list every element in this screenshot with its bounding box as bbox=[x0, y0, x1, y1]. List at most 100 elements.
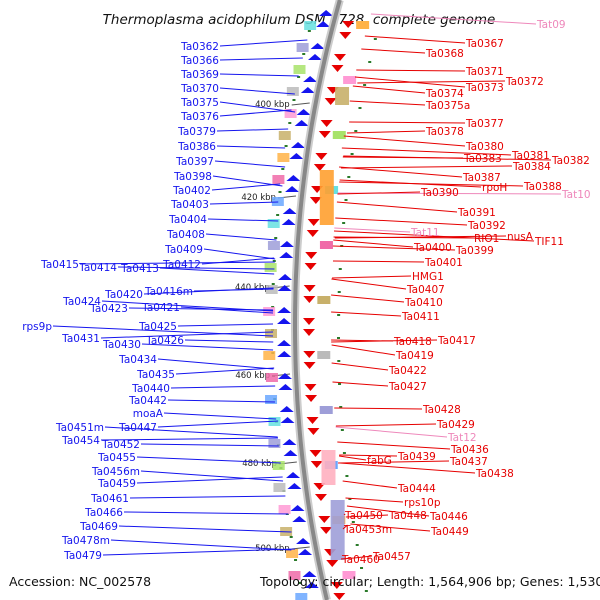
forward-gene-label: Ta0376 bbox=[180, 111, 219, 123]
forward-gene-glyph bbox=[292, 516, 307, 522]
reverse-gene-label: Ta0391 bbox=[457, 207, 496, 219]
forward-gene-label: Ta0424 bbox=[62, 296, 101, 308]
leader-line bbox=[338, 460, 450, 464]
position-dot bbox=[355, 544, 359, 546]
position-dot bbox=[348, 498, 352, 500]
cog-block bbox=[278, 505, 291, 514]
map-title: Thermoplasma acidophilum DSM 1728, compl… bbox=[103, 12, 496, 28]
leader-line bbox=[100, 437, 278, 441]
reverse-gene-label: Ta0448 bbox=[388, 510, 427, 522]
cog-block bbox=[330, 500, 345, 560]
reverse-gene-label: Ta0427 bbox=[388, 381, 427, 393]
reverse-gene-label: Ta0411 bbox=[401, 311, 440, 323]
forward-gene-label: Ta0423 bbox=[89, 303, 128, 315]
forward-gene-label: Ta0415 bbox=[40, 259, 79, 271]
reverse-gene-label: Ta0367 bbox=[465, 38, 504, 50]
trna-gene-label: Tat10 bbox=[561, 189, 591, 201]
leader-line bbox=[193, 288, 274, 292]
reverse-gene-glyph bbox=[303, 296, 316, 303]
cog-block bbox=[319, 170, 334, 225]
forward-gene-label: Ta0375 bbox=[180, 97, 219, 109]
forward-gene-glyph bbox=[285, 186, 300, 192]
position-dot bbox=[337, 337, 341, 339]
forward-gene-label: Ta0366 bbox=[180, 55, 219, 67]
leader-line bbox=[345, 497, 404, 503]
reverse-gene-glyph bbox=[307, 219, 320, 226]
cog-block bbox=[267, 241, 280, 250]
leader-line bbox=[342, 156, 464, 159]
cog-block bbox=[272, 461, 285, 470]
forward-gene-glyph bbox=[277, 307, 292, 313]
reverse-gene-glyph bbox=[309, 197, 322, 204]
cog-block bbox=[263, 351, 276, 360]
cog-block bbox=[272, 175, 285, 184]
reverse-gene-glyph bbox=[334, 54, 347, 61]
forward-gene-label: Ta0461 bbox=[90, 493, 129, 505]
leader-line bbox=[141, 343, 274, 351]
position-dot bbox=[347, 176, 351, 178]
reverse-gene-label: Ta0371 bbox=[465, 66, 504, 78]
forward-gene-label: moaA bbox=[133, 408, 164, 420]
position-dot bbox=[272, 260, 276, 262]
leader-line bbox=[335, 423, 437, 427]
leader-line bbox=[216, 145, 286, 149]
reverse-gene-glyph bbox=[309, 450, 322, 457]
leader-line bbox=[175, 367, 275, 375]
leader-line bbox=[140, 443, 279, 447]
reverse-gene-label: Ta0429 bbox=[436, 419, 475, 431]
leader-lines bbox=[52, 13, 562, 560]
forward-gene-glyph bbox=[291, 142, 306, 148]
leader-line bbox=[364, 35, 466, 44]
leader-line bbox=[332, 245, 456, 251]
reverse-gene-label: Ta0368 bbox=[425, 48, 464, 60]
leader-line bbox=[332, 275, 412, 279]
position-dot bbox=[368, 61, 372, 63]
leader-line bbox=[159, 267, 275, 275]
genome-info-text: Topology: circular; Length: 1,564,906 bp… bbox=[260, 574, 600, 589]
leader-line bbox=[341, 165, 513, 169]
reverse-gene-glyph bbox=[326, 560, 339, 567]
leader-line bbox=[163, 412, 277, 420]
position-dot bbox=[276, 214, 280, 216]
forward-gene-glyph bbox=[319, 10, 334, 16]
reverse-gene-label: Ta0384 bbox=[512, 161, 551, 173]
cog-block bbox=[264, 263, 277, 272]
reverse-gene-label: HMG1 bbox=[412, 271, 444, 283]
position-dot bbox=[345, 475, 349, 477]
leader-line bbox=[339, 181, 524, 187]
cog-block bbox=[271, 197, 284, 206]
cog-block bbox=[263, 307, 276, 316]
forward-gene-label: Ta0408 bbox=[166, 229, 205, 241]
forward-gene-label: Ta0459 bbox=[97, 478, 136, 490]
forward-gene-glyph bbox=[277, 351, 292, 357]
forward-gene-label: Ta0421 bbox=[141, 302, 180, 314]
reverse-gene-label: Ta0401 bbox=[424, 257, 463, 269]
reverse-gene-label: Ta0387 bbox=[462, 172, 501, 184]
reverse-gene-label: Ta0457 bbox=[372, 551, 411, 563]
reverse-gene-glyph bbox=[313, 164, 326, 171]
position-dot bbox=[337, 360, 341, 362]
reverse-gene-glyph bbox=[303, 318, 316, 325]
position-dot bbox=[307, 30, 311, 32]
cog-block bbox=[293, 65, 306, 74]
reverse-gene-label: Ta0419 bbox=[395, 350, 434, 362]
leader-line bbox=[123, 511, 289, 515]
position-dot bbox=[274, 237, 278, 239]
leader-line bbox=[339, 454, 398, 457]
position-dot bbox=[360, 567, 364, 569]
leader-line bbox=[361, 48, 426, 54]
position-dot bbox=[278, 191, 282, 193]
forward-gene-label: Ta0455 bbox=[97, 452, 136, 464]
forward-gene-glyph bbox=[281, 219, 296, 225]
position-dot bbox=[338, 383, 342, 385]
leader-line bbox=[350, 523, 431, 532]
reverse-gene-label: Ta0450 bbox=[344, 510, 383, 522]
reverse-gene-label: Ta0375a bbox=[425, 100, 470, 112]
position-dot bbox=[297, 76, 301, 78]
leader-line bbox=[346, 505, 430, 517]
leader-line bbox=[340, 557, 354, 560]
reverse-gene-glyph bbox=[342, 21, 355, 28]
forward-gene-glyph bbox=[282, 208, 297, 214]
forward-gene-label: Ta0479 bbox=[63, 550, 102, 562]
